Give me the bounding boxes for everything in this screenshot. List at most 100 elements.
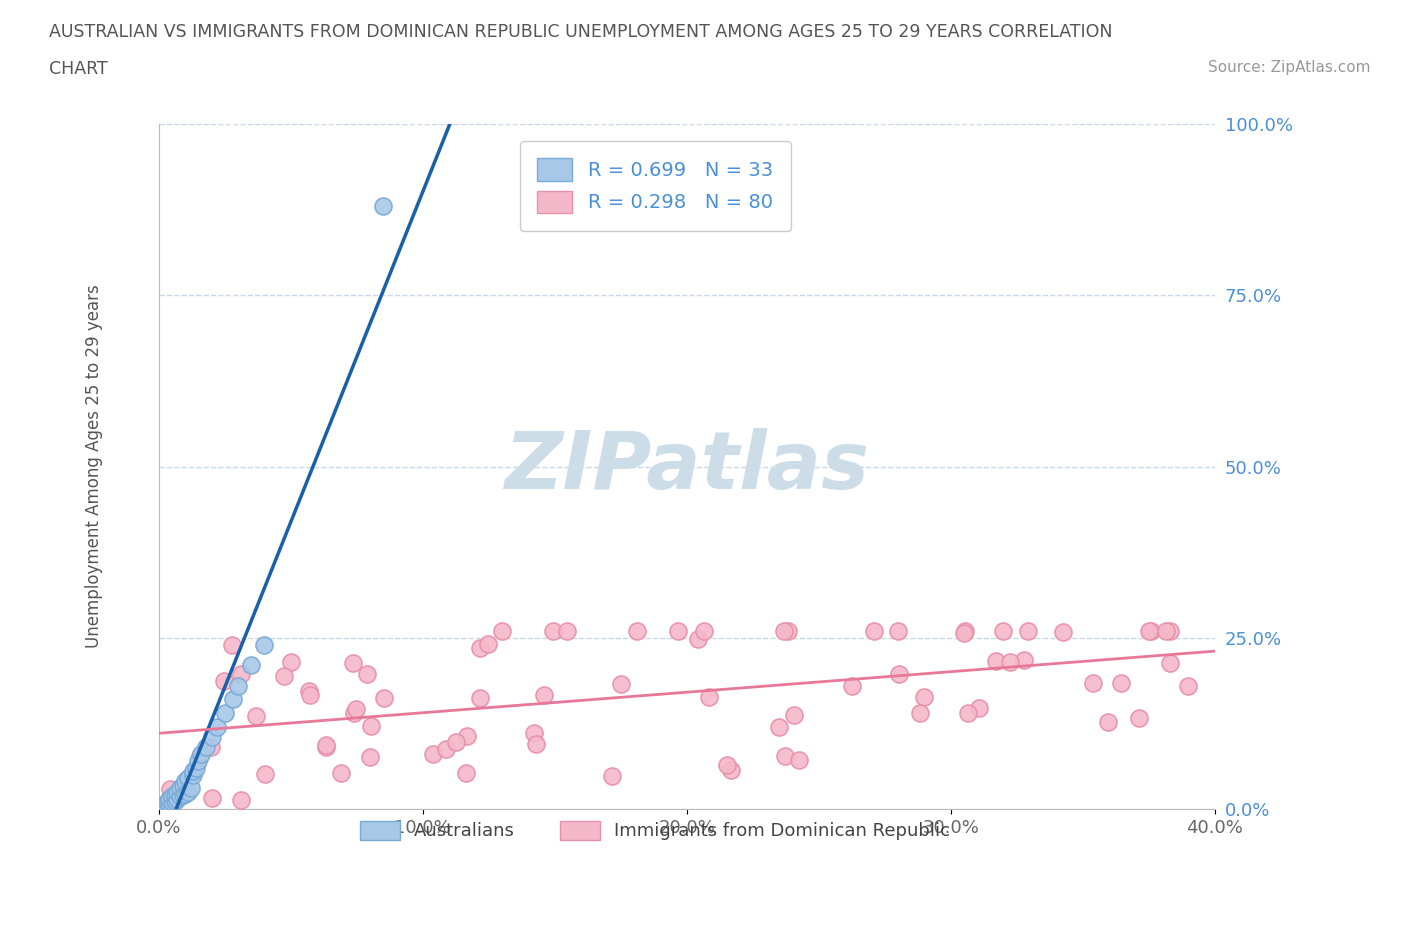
- Point: [214, 706, 236, 721]
- Point: [1109, 676, 1132, 691]
- Point: [160, 794, 183, 809]
- Point: [315, 740, 337, 755]
- Point: [153, 798, 176, 813]
- Point: [157, 791, 180, 806]
- Point: [373, 199, 395, 214]
- Point: [330, 765, 353, 780]
- Point: [214, 673, 236, 688]
- Point: [184, 761, 207, 776]
- Point: [912, 690, 935, 705]
- Point: [298, 684, 321, 698]
- Legend: Australians, Immigrants from Dominican Republic: Australians, Immigrants from Dominican R…: [353, 814, 957, 847]
- Point: [222, 692, 245, 707]
- Point: [775, 748, 797, 763]
- Point: [697, 689, 720, 704]
- Point: [1159, 656, 1181, 671]
- Point: [181, 767, 204, 782]
- Point: [356, 667, 378, 682]
- Point: [172, 788, 194, 803]
- Point: [177, 771, 200, 786]
- Point: [686, 631, 709, 646]
- Point: [190, 747, 212, 762]
- Point: [343, 705, 366, 720]
- Point: [998, 655, 1021, 670]
- Point: [1137, 623, 1160, 638]
- Point: [456, 728, 478, 743]
- Point: [226, 678, 249, 693]
- Point: [156, 794, 179, 809]
- Point: [955, 623, 977, 638]
- Point: [159, 781, 181, 796]
- Point: [166, 791, 188, 806]
- Point: [1012, 653, 1035, 668]
- Point: [229, 666, 252, 681]
- Point: [768, 719, 790, 734]
- Point: [1017, 623, 1039, 638]
- Point: [160, 789, 183, 804]
- Y-axis label: Unemployment Among Ages 25 to 29 years: Unemployment Among Ages 25 to 29 years: [86, 285, 103, 648]
- Point: [953, 626, 976, 641]
- Point: [887, 667, 910, 682]
- Text: AUSTRALIAN VS IMMIGRANTS FROM DOMINICAN REPUBLIC UNEMPLOYMENT AMONG AGES 25 TO 2: AUSTRALIAN VS IMMIGRANTS FROM DOMINICAN …: [49, 23, 1112, 41]
- Point: [986, 654, 1008, 669]
- Point: [221, 637, 243, 652]
- Point: [181, 764, 204, 778]
- Point: [1159, 623, 1181, 638]
- Point: [491, 623, 513, 638]
- Point: [841, 678, 863, 693]
- Point: [610, 676, 633, 691]
- Point: [273, 669, 295, 684]
- Point: [468, 690, 491, 705]
- Point: [240, 658, 263, 672]
- Point: [174, 785, 197, 800]
- Point: [174, 786, 197, 801]
- Point: [180, 781, 202, 796]
- Point: [205, 719, 228, 734]
- Point: [886, 623, 908, 638]
- Point: [163, 788, 186, 803]
- Point: [169, 789, 191, 804]
- Point: [863, 623, 886, 638]
- Point: [342, 656, 364, 671]
- Point: [245, 709, 267, 724]
- Point: [444, 735, 467, 750]
- Point: [720, 763, 742, 777]
- Point: [783, 707, 806, 722]
- Point: [299, 688, 322, 703]
- Point: [524, 737, 547, 751]
- Text: ZIPatlas: ZIPatlas: [505, 428, 869, 506]
- Point: [163, 793, 186, 808]
- Point: [1154, 623, 1177, 638]
- Point: [434, 741, 457, 756]
- Point: [187, 753, 209, 768]
- Point: [1139, 623, 1161, 638]
- Point: [253, 637, 276, 652]
- Point: [557, 623, 579, 638]
- Point: [200, 739, 222, 754]
- Point: [773, 623, 796, 638]
- Point: [776, 623, 799, 638]
- Point: [1081, 675, 1104, 690]
- Point: [157, 796, 180, 811]
- Point: [195, 739, 218, 754]
- Point: [201, 729, 224, 744]
- Point: [280, 654, 302, 669]
- Point: [1177, 679, 1199, 694]
- Point: [967, 700, 990, 715]
- Point: [359, 750, 381, 764]
- Point: [991, 623, 1014, 638]
- Point: [666, 623, 689, 638]
- Point: [716, 757, 738, 772]
- Point: [693, 623, 716, 638]
- Point: [254, 766, 277, 781]
- Point: [172, 777, 194, 792]
- Point: [201, 790, 224, 805]
- Point: [344, 702, 367, 717]
- Point: [456, 765, 478, 780]
- Point: [957, 706, 980, 721]
- Point: [541, 624, 564, 639]
- Point: [174, 774, 197, 789]
- Point: [169, 781, 191, 796]
- Point: [470, 640, 492, 655]
- Point: [626, 623, 648, 638]
